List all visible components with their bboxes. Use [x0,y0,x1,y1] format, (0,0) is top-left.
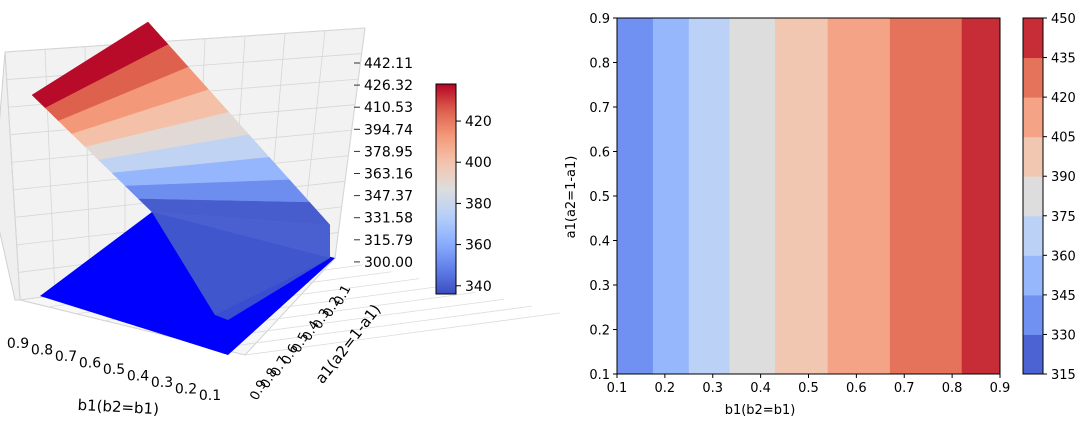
contour-x-tick-label: 0.8 [942,381,963,396]
contour-y-tick-label: 0.9 [589,12,610,27]
surface-x-axis-label: b1(b2=b1) [77,396,159,418]
colorbar-2-tick-label: 450 [1051,12,1076,27]
surface-front-shadow [152,212,330,320]
colorbar-1-bar [435,83,457,295]
contour-band [774,18,829,374]
contour-y-tick-label: 0.2 [589,324,610,339]
colorbar-2-segment [1023,18,1043,59]
colorbar-2-tick-label: 375 [1051,210,1076,225]
colorbar-2-segment [1023,294,1043,335]
contour-y-tick-label: 0.4 [589,235,610,250]
z-tick-label: 394.74 [364,122,413,138]
contour-x-tick-label: 0.2 [655,381,676,396]
z-tick-label: 363.16 [364,167,413,183]
z-tick-label: 442.11 [364,56,413,72]
contour-y-tick-label: 0.5 [589,190,610,205]
contour-colorbar: 450 435 420 405 390 375 360 345 330 315 [1022,12,1076,383]
contour-x-axis-label: b1(b2=b1) [725,403,796,418]
x-tick-label: 0.3 [151,375,173,391]
x-tick-label: 0.8 [31,343,53,359]
back-wall-grid-line [334,27,366,259]
contour-x-tick-label: 0.4 [750,381,771,396]
colorbar-2-segment [1023,215,1043,256]
colorbar-2-tick-label: 390 [1051,170,1076,185]
z-tick-label: 331.58 [364,211,413,227]
z-tick-label: 426.32 [364,78,413,94]
colorbar-2-segment [1023,334,1043,375]
contour-band [827,18,891,374]
colorbar-2-tick-label: 315 [1051,368,1076,383]
contour-x-tick-label: 0.6 [846,381,867,396]
colorbar-1-tick-label: 340 [465,279,492,295]
z-tick-label: 410.53 [364,100,413,116]
colorbar-2-segment [1023,97,1043,138]
x-tick-label: 0.9 [7,336,29,352]
contour-y-tick-label: 0.3 [589,279,610,294]
colorbar-2-segment [1023,255,1043,296]
colorbar-2-tick-label: 405 [1051,131,1076,146]
surface-3d-axes: 442.11 426.32 410.53 394.74 378.95 363.16 347.… [7,56,413,404]
contour-band [729,18,776,374]
contour-x-tick-label: 0.7 [894,381,915,396]
colorbar-2-segment [1023,57,1043,98]
colorbar-2-segment [1023,136,1043,177]
x-tick-label: 0.1 [199,388,221,404]
x-tick-label: 0.2 [175,382,197,398]
colorbar-1-tick-label: 380 [465,196,492,212]
colorbar-2-frame [1022,17,1044,375]
colorbar-2-tick-label: 360 [1051,249,1076,264]
back-wall-grid-line [4,27,366,53]
x-tick-label: 0.4 [127,369,149,385]
z-tick-label: 315.79 [364,233,413,249]
contour-y-tick-label: 0.1 [589,368,610,383]
contour-y-tick-label: 0.7 [589,101,610,116]
colorbar-2-tick-label: 345 [1051,289,1076,304]
contour-x-tick-label: 0.1 [607,381,628,396]
colorbar-1-tick-label: 360 [465,238,492,254]
surface-3d-plot [31,21,335,355]
contour-band [617,18,654,374]
contour-band [889,18,963,374]
contour-plot: 0.1 0.2 0.3 0.4 0.5 0.6 0.7 0.8 0.9 0.1 0.2 0.3 0.4 0… [589,12,1010,396]
colorbar-2-tick-label: 435 [1051,52,1076,67]
z-tick-label: 300.00 [364,255,413,271]
floor-grid-line [216,305,532,349]
contour-y-axis-label: a1(a2=1-a1) [564,156,579,239]
surface-colorbar: 420 400 380 360 340 [435,83,492,295]
x-tick-label: 0.5 [103,362,125,378]
colorbar-2-segment [1023,176,1043,217]
z-tick-label: 347.37 [364,189,413,205]
contour-band [688,18,731,374]
colorbar-2-tick-label: 330 [1051,328,1076,343]
colorbar-2-tick-label: 420 [1051,91,1076,106]
contour-x-tick-label: 0.9 [990,381,1011,396]
colorbar-1-tick-label: 420 [465,114,492,130]
contour-y-tick-label: 0.6 [589,146,610,161]
back-wall-grid-line [4,51,21,301]
contour-band [961,18,1001,374]
colorbar-1-tick-label: 400 [465,155,492,171]
contour-x-tick-label: 0.5 [798,381,819,396]
contour-y-tick-label: 0.8 [589,57,610,72]
z-tick-label: 378.95 [364,144,413,160]
x-tick-label: 0.7 [55,349,77,365]
contour-x-tick-label: 0.3 [702,381,723,396]
contour-band [652,18,690,374]
x-tick-label: 0.6 [79,356,101,372]
floor-grid-line [244,312,561,356]
